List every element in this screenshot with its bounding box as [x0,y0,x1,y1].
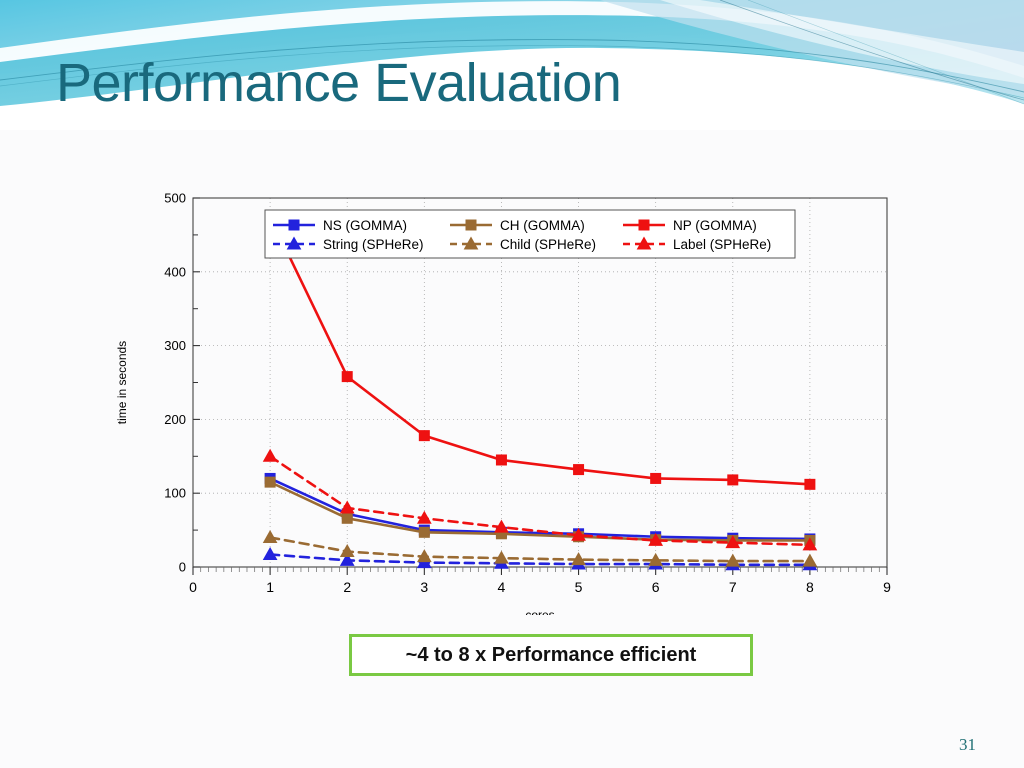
marker-square [465,219,477,231]
series-line [268,480,812,542]
x-axis-label: cores [525,608,554,615]
marker-triangle [725,553,741,567]
marker-triangle [262,448,278,462]
marker-triangle [463,236,479,250]
x-tick-label: 2 [343,579,351,595]
y-tick-label: 100 [164,486,186,501]
y-tick-label: 0 [179,560,186,575]
performance-summary-callout: ~4 to 8 x Performance efficient [349,634,753,676]
marker-square [264,476,276,488]
chart-gridlines [193,198,887,567]
x-tick-label: 5 [575,579,583,595]
series-line [268,215,812,486]
marker-triangle [416,510,432,524]
marker-triangle [339,500,355,514]
y-axis: 0 100 200 300 400 500 [164,191,200,575]
marker-triangle [286,236,302,250]
legend-box [264,209,796,259]
x-tick-label: 3 [420,579,428,595]
x-tick-label: 4 [498,579,506,595]
y-tick-label: 500 [164,191,186,206]
marker-square [573,464,585,476]
marker-square [650,472,662,484]
x-tick-label: 8 [806,579,814,595]
y-tick-label: 200 [164,412,186,427]
marker-square [727,474,739,486]
legend-label-5: NP (GOMMA) [673,218,757,233]
x-tick-label: 0 [189,579,197,595]
series-line [268,553,812,567]
x-tick-label: 6 [652,579,660,595]
marker-square [341,512,353,524]
series-np-gomma [264,210,816,490]
marker-triangle [494,550,509,564]
marker-square [341,371,353,383]
x-tick-label: 7 [729,579,737,595]
x-axis: 0 1 2 3 4 5 6 7 8 9 [189,567,891,595]
marker-triangle [636,236,652,250]
marker-square [418,526,430,538]
page-title: Performance Evaluation [56,53,622,113]
chart-legend: NS (GOMMA) CH (GOMMA) NP (GOMMA) String (SP… [264,209,796,259]
marker-triangle [262,546,278,560]
marker-triangle [339,543,355,558]
x-tick-label: 9 [883,579,891,595]
legend-label-1: NS (GOMMA) [323,218,407,233]
x-tick-label: 1 [266,579,274,595]
y-axis-label: time in seconds [115,341,129,424]
marker-triangle [571,552,586,566]
marker-square [495,454,507,466]
y-tick-label: 300 [164,338,186,353]
marker-triangle [339,552,355,566]
marker-triangle [802,537,818,551]
series-line [268,477,812,541]
series-label-sphere [262,448,818,551]
marker-triangle [571,527,586,541]
marker-square [638,219,650,231]
legend-label-2: String (SPHeRe) [323,237,424,252]
chart-series-group [262,210,818,571]
legend-label-6: Label (SPHeRe) [673,237,771,252]
series-line [268,536,812,563]
performance-chart: 0 100 200 300 400 500 0 1 2 3 4 5 6 7 8 9 cores time in s… [100,185,900,623]
marker-triangle [802,553,818,567]
y-tick-label: 400 [164,264,186,279]
marker-triangle [648,532,664,546]
marker-triangle [648,552,664,566]
callout-text: ~4 to 8 x Performance efficient [405,643,697,666]
legend-label-3: CH (GOMMA) [500,218,585,233]
slide-page-number: 31 [959,735,976,754]
marker-square [804,478,816,490]
marker-square [418,430,430,442]
series-child-sphere [262,529,818,567]
series-line [268,454,812,547]
marker-triangle [725,535,741,549]
marker-triangle [262,529,278,543]
marker-triangle [416,549,432,563]
marker-triangle [494,519,509,533]
legend-label-4: Child (SPHeRe) [500,237,596,252]
marker-square [288,219,300,231]
